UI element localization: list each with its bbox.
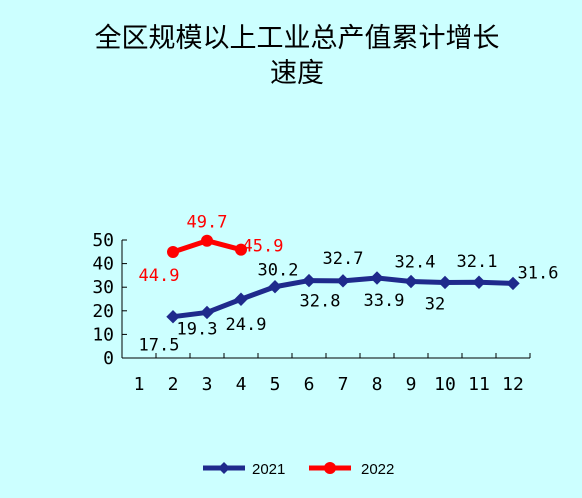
- data-label: 17.5: [139, 336, 180, 356]
- x-tick-label: 7: [338, 374, 349, 395]
- x-tick-label: 6: [304, 374, 315, 395]
- y-tick-label: 10: [92, 324, 114, 345]
- data-label: 32.7: [323, 249, 364, 269]
- data-label: 31.6: [518, 263, 559, 283]
- data-point-marker: [404, 274, 418, 289]
- data-label: 32.4: [395, 253, 436, 273]
- data-label: 19.3: [177, 319, 218, 339]
- y-tick-label: 40: [92, 254, 114, 275]
- y-tick-label: 0: [103, 348, 114, 369]
- data-label: 49.7: [187, 213, 228, 233]
- x-tick-label: 12: [502, 374, 524, 395]
- data-point-marker: [438, 275, 452, 290]
- y-tick-label: 50: [92, 230, 114, 251]
- data-label: 44.9: [139, 266, 180, 286]
- series-2022: 44.9 49.7 45.9: [139, 213, 284, 286]
- series-2021: 17.519.3 24.9 30.232.8 32.7 33.9 32.4 32 32.1 31…: [139, 249, 559, 356]
- y-tick-label: 20: [92, 301, 114, 322]
- data-point-marker: [235, 243, 247, 256]
- data-point-marker: [234, 292, 248, 306]
- x-tick-label: 4: [236, 374, 247, 395]
- data-point-marker: [201, 234, 213, 247]
- chart-title-line-2: 速度: [270, 58, 324, 89]
- legend-label: 2022: [361, 461, 394, 478]
- legend-marker: [218, 462, 230, 474]
- series-layer: 17.519.3 24.9 30.232.8 32.7 33.9 32.4 32 32.1 31…: [139, 213, 559, 356]
- data-point-marker: [167, 246, 179, 259]
- data-point-marker: [302, 273, 316, 288]
- chart-title: 全区规模以上工业总产值累计增长 速度: [95, 23, 500, 89]
- x-tick-label: 2: [168, 374, 179, 395]
- data-label: 32: [425, 294, 445, 314]
- data-point-marker: [472, 275, 486, 289]
- legend-item-2021: 2021: [203, 461, 285, 478]
- data-point-marker: [370, 271, 384, 285]
- x-tick-label: 8: [372, 374, 383, 395]
- chart-title-line-1: 全区规模以上工业总产值累计增长: [95, 23, 500, 54]
- data-label: 45.9: [243, 237, 284, 257]
- data-point-marker: [336, 274, 350, 288]
- data-point-marker: [200, 305, 214, 320]
- x-tick-label: 10: [434, 374, 456, 395]
- data-label: 33.9: [364, 291, 405, 311]
- legend-item-2022: 2022: [309, 461, 394, 478]
- x-tick-label: 9: [406, 374, 417, 395]
- data-label: 32.8: [300, 292, 341, 312]
- x-tick-label: 3: [202, 374, 213, 395]
- data-point-marker: [166, 309, 180, 324]
- data-label: 32.1: [457, 252, 498, 272]
- legend-label: 2021: [252, 461, 285, 478]
- data-point-marker: [268, 280, 282, 294]
- x-tick-label: 11: [468, 374, 490, 395]
- data-label: 24.9: [226, 315, 267, 335]
- x-tick-label: 1: [134, 374, 145, 395]
- data-label: 30.2: [258, 261, 299, 281]
- y-tick-label: 30: [92, 277, 114, 298]
- data-point-marker: [506, 276, 520, 291]
- x-tick-label: 5: [270, 374, 281, 395]
- legend-marker: [324, 462, 336, 474]
- legend: 2021 2022: [203, 461, 394, 478]
